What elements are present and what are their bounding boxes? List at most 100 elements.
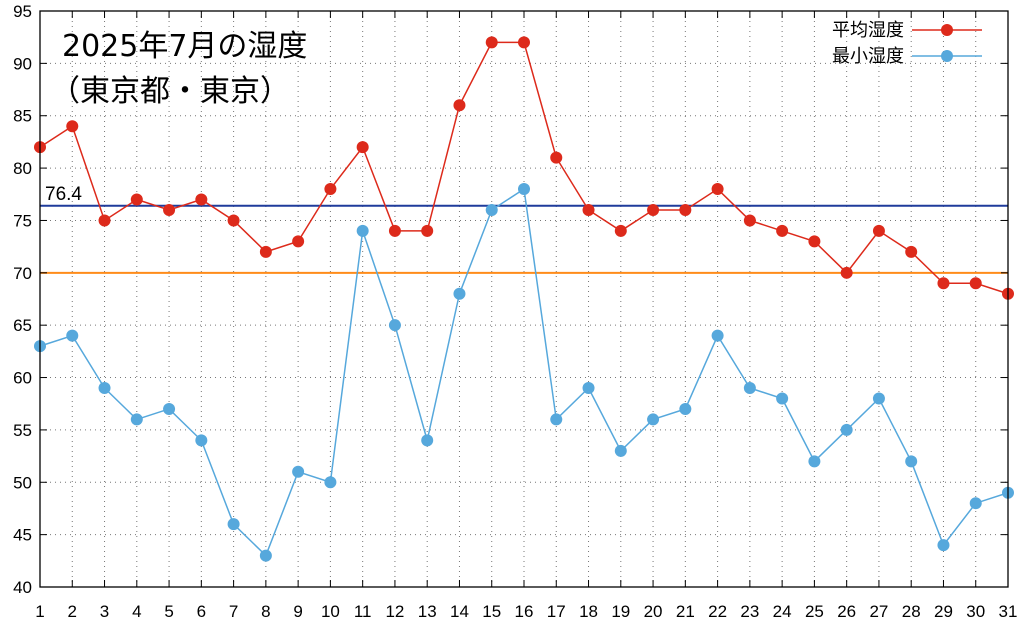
x-tick-label: 16 xyxy=(515,602,534,621)
x-tick-label: 15 xyxy=(482,602,501,621)
x-tick-label: 8 xyxy=(261,602,270,621)
data-point xyxy=(259,245,272,258)
chart-title-block: 2025年7月の湿度 （東京都・東京） xyxy=(50,29,307,109)
data-point xyxy=(453,287,466,300)
y-tick-label: 65 xyxy=(13,316,32,335)
x-tick-label: 18 xyxy=(579,602,598,621)
x-tick-label: 10 xyxy=(321,602,340,621)
data-point xyxy=(259,549,272,562)
x-tick-label: 3 xyxy=(100,602,109,621)
y-tick-label: 40 xyxy=(13,578,32,597)
data-point xyxy=(195,193,208,206)
x-tick-label: 11 xyxy=(354,602,372,621)
legend-marker xyxy=(941,24,953,36)
x-tick-label: 4 xyxy=(132,602,141,621)
data-point xyxy=(453,99,466,112)
series-2 xyxy=(34,183,1014,562)
data-point xyxy=(711,183,724,196)
data-point xyxy=(421,224,434,237)
y-tick-label: 85 xyxy=(13,107,32,126)
data-point xyxy=(66,329,79,342)
x-tick-label: 27 xyxy=(869,602,888,621)
data-point xyxy=(163,203,176,216)
data-point xyxy=(130,193,143,206)
data-point xyxy=(582,203,595,216)
x-tick-label: 14 xyxy=(450,602,469,621)
data-point xyxy=(388,319,401,332)
y-tick-label: 95 xyxy=(13,2,32,21)
data-point xyxy=(324,476,337,489)
x-tick-label: 21 xyxy=(676,602,695,621)
data-point xyxy=(227,518,240,531)
x-tick-labels: 1 2 3 4 5 6 7 8 9 10 11 12 13 14 15 16 17 18 19 20 21 22 23 24 2… xyxy=(35,602,1017,621)
data-point xyxy=(195,434,208,447)
data-point xyxy=(905,455,918,468)
data-point xyxy=(776,392,789,405)
y-tick-label: 55 xyxy=(13,421,32,440)
data-point xyxy=(518,36,530,49)
data-point xyxy=(582,382,595,395)
y-tick-label: 60 xyxy=(13,369,32,388)
y-tick-label: 70 xyxy=(13,264,32,283)
data-point xyxy=(872,392,885,405)
series xyxy=(34,36,1014,562)
x-tick-label: 2 xyxy=(68,602,77,621)
data-point xyxy=(130,413,143,426)
data-point xyxy=(292,465,305,478)
data-point xyxy=(66,120,79,133)
x-tick-label: 19 xyxy=(611,602,630,621)
x-tick-label: 6 xyxy=(197,602,206,621)
x-tick-label: 25 xyxy=(805,602,824,621)
ticks xyxy=(39,10,1009,588)
data-point xyxy=(614,444,627,457)
x-tick-label: 30 xyxy=(966,602,985,621)
x-tick-label: 31 xyxy=(999,602,1018,621)
y-tick-label: 90 xyxy=(13,54,32,73)
data-point xyxy=(356,224,369,237)
x-tick-label: 28 xyxy=(902,602,921,621)
x-tick-label: 29 xyxy=(934,602,953,621)
data-point xyxy=(518,183,530,196)
data-point xyxy=(969,497,982,510)
y-tick-labels: 40 45 50 55 60 65 70 75 80 85 90 95 xyxy=(13,2,32,597)
x-tick-label: 7 xyxy=(229,602,238,621)
data-point xyxy=(388,224,401,237)
data-point xyxy=(485,203,498,216)
chart-title: 2025年7月の湿度 xyxy=(62,29,307,64)
x-tick-label: 9 xyxy=(293,602,302,621)
data-point xyxy=(647,203,660,216)
series-line xyxy=(39,187,1009,557)
data-point xyxy=(550,151,563,164)
data-point xyxy=(711,329,724,342)
data-point xyxy=(679,203,692,216)
reference-line-label: 76.4 xyxy=(45,184,82,205)
y-tick-label: 75 xyxy=(13,211,32,230)
data-point xyxy=(98,382,111,395)
data-point xyxy=(163,402,176,415)
data-point xyxy=(840,266,853,279)
y-tick-label: 45 xyxy=(13,526,32,545)
x-tick-label: 22 xyxy=(708,602,727,621)
y-tick-label: 80 xyxy=(13,159,32,178)
data-point xyxy=(614,224,627,237)
data-point xyxy=(840,423,853,436)
data-point xyxy=(743,214,756,227)
reference-lines: 76.4 xyxy=(40,184,1008,274)
x-tick-label: 26 xyxy=(837,602,856,621)
x-tick-label: 5 xyxy=(164,602,173,621)
chart-subtitle: （東京都・東京） xyxy=(50,74,290,109)
data-point xyxy=(969,277,982,290)
data-point xyxy=(550,413,563,426)
data-point xyxy=(292,235,305,248)
data-point xyxy=(324,183,337,196)
data-point xyxy=(905,245,918,258)
x-tick-label: 24 xyxy=(773,602,792,621)
data-point xyxy=(98,214,111,227)
y-tick-label: 50 xyxy=(13,473,32,492)
legend-label: 最小湿度 xyxy=(832,46,904,67)
legend-label: 平均湿度 xyxy=(832,20,904,41)
x-tick-label: 13 xyxy=(418,602,437,621)
x-tick-label: 20 xyxy=(644,602,663,621)
